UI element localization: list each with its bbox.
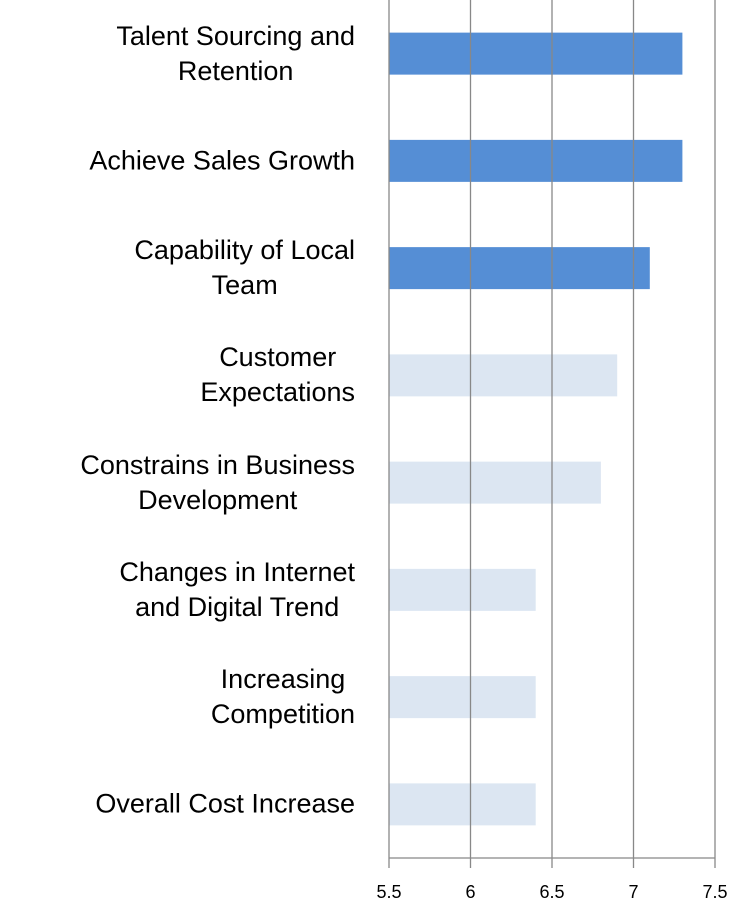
bar bbox=[389, 783, 536, 826]
x-tick-label: 5.5 bbox=[376, 882, 401, 902]
y-tick-label: Customer Expectations bbox=[200, 342, 355, 408]
x-tick-label: 7 bbox=[628, 882, 638, 902]
bar bbox=[389, 568, 536, 611]
x-tick-label: 7.5 bbox=[702, 882, 727, 902]
bar bbox=[389, 32, 683, 75]
y-tick-label: Achieve Sales Growth bbox=[89, 145, 355, 176]
bar bbox=[389, 139, 683, 182]
x-tick-label: 6.5 bbox=[539, 882, 564, 902]
x-tick-label: 6 bbox=[465, 882, 475, 902]
y-tick-label: Talent Sourcing and Retention bbox=[116, 20, 355, 86]
bars bbox=[389, 32, 683, 826]
y-tick-label: Changes in Internet and Digital Trend bbox=[119, 556, 355, 622]
y-tick-label: Constrains in Business Development bbox=[80, 449, 355, 515]
bar bbox=[389, 354, 618, 397]
y-tick-label: Capability of Local Team bbox=[134, 235, 355, 301]
y-tick-label: Overall Cost Increase bbox=[95, 788, 355, 819]
y-tick-label: Increasing Competition bbox=[210, 664, 355, 730]
bar bbox=[389, 676, 536, 719]
bar bbox=[389, 247, 650, 290]
bar bbox=[389, 461, 601, 504]
